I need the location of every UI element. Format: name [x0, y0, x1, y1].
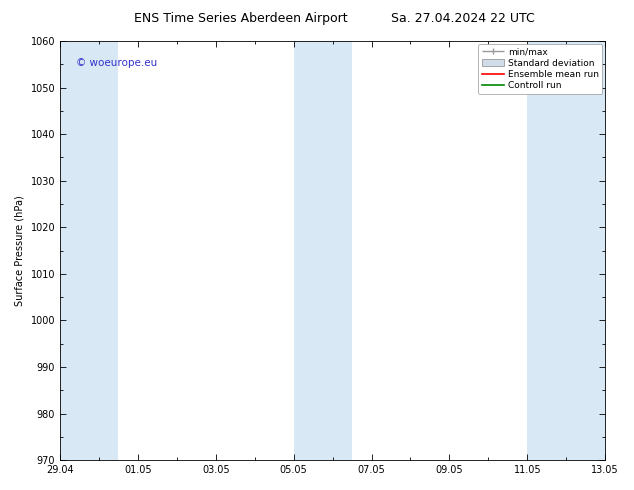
Bar — [527, 41, 605, 460]
Y-axis label: Surface Pressure (hPa): Surface Pressure (hPa) — [15, 195, 25, 306]
Bar — [294, 41, 352, 460]
Text: ENS Time Series Aberdeen Airport: ENS Time Series Aberdeen Airport — [134, 12, 347, 25]
Text: Sa. 27.04.2024 22 UTC: Sa. 27.04.2024 22 UTC — [391, 12, 534, 25]
Text: © woeurope.eu: © woeurope.eu — [76, 58, 158, 68]
Bar — [60, 41, 119, 460]
Legend: min/max, Standard deviation, Ensemble mean run, Controll run: min/max, Standard deviation, Ensemble me… — [478, 44, 602, 94]
